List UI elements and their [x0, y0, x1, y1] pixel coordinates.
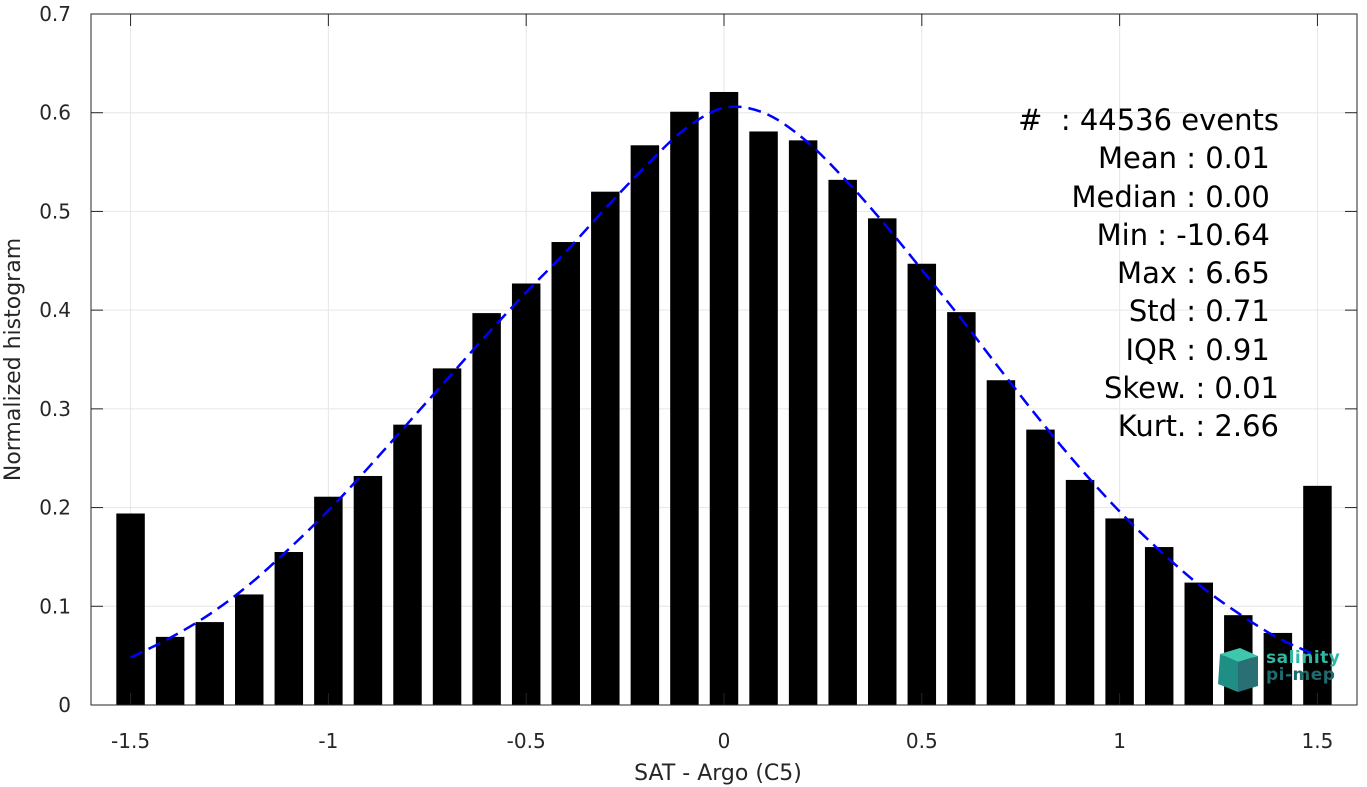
bar — [116, 513, 145, 705]
bar — [1105, 518, 1134, 705]
x-tick-labels: -1.5 -1 -0.5 0 0.5 1 1.5 — [111, 729, 1333, 753]
bar — [1144, 547, 1174, 705]
y-tick-label: 0.2 — [39, 496, 71, 520]
y-tick-labels: 0 0.1 0.2 0.3 0.4 0.5 0.6 0.7 — [39, 2, 71, 717]
bar — [868, 218, 897, 706]
logo-line2: pi-mep — [1266, 665, 1336, 685]
bar — [393, 424, 422, 705]
fit-curve — [130, 105, 1318, 659]
bar — [472, 313, 501, 705]
stats-annotation: # : 44536 events Mean : 0.01 Median : 0.… — [1018, 101, 1279, 446]
bar — [907, 263, 937, 705]
bar — [353, 475, 383, 705]
stat-skew: Skew. : 0.01 — [1103, 371, 1279, 406]
bar — [749, 131, 778, 706]
stat-min: Min : -10.64 — [1096, 217, 1279, 252]
stat-count: # : 44536 events — [1018, 103, 1279, 137]
bar — [828, 179, 857, 706]
stat-kurt: Kurt. : 2.66 — [1117, 409, 1279, 444]
y-tick-label: 0 — [58, 693, 71, 717]
stat-median: Median : 0.00 — [1071, 179, 1279, 214]
x-axis-label: SAT - Argo (C5) — [634, 761, 802, 786]
bar — [986, 380, 1016, 705]
bar — [947, 312, 976, 705]
logo-line1: salinity — [1266, 648, 1341, 668]
x-tick-label: 0 — [718, 729, 731, 753]
y-tick-label: 0.1 — [39, 594, 71, 618]
bar — [1065, 479, 1095, 705]
y-tick-label: 0.5 — [39, 199, 71, 223]
bar — [511, 283, 541, 705]
bar — [670, 111, 699, 705]
bars — [116, 91, 1332, 706]
stat-mean: Mean : 0.01 — [1097, 141, 1279, 176]
y-tick-label: 0.6 — [39, 101, 71, 125]
y-tick-label: 0.4 — [39, 298, 71, 322]
bar — [709, 91, 739, 706]
ticks — [91, 13, 1357, 706]
stat-max: Max : 6.65 — [1117, 256, 1279, 291]
bar — [195, 622, 224, 705]
bar — [630, 145, 660, 706]
y-axis-label: Normalized histogram — [1, 238, 26, 481]
bar — [1303, 485, 1332, 705]
bar — [432, 368, 462, 705]
bar — [1263, 632, 1293, 705]
stat-std: Std : 0.71 — [1128, 294, 1279, 329]
bar — [314, 496, 343, 705]
bar — [235, 594, 264, 705]
x-tick-label: -1 — [318, 729, 338, 753]
x-tick-label: 1 — [1113, 729, 1126, 753]
x-tick-label: -1.5 — [111, 729, 150, 753]
x-tick-label: 1.5 — [1302, 729, 1334, 753]
bar — [1184, 582, 1213, 705]
bar — [788, 140, 818, 706]
stat-iqr: IQR : 0.91 — [1125, 332, 1279, 367]
y-tick-label: 0.7 — [39, 2, 71, 26]
bar — [551, 242, 580, 705]
salinity-pimep-logo: salinity pi-mep — [1216, 646, 1346, 696]
logo-cube-icon — [1218, 648, 1258, 692]
x-tick-label: -0.5 — [507, 729, 546, 753]
bar — [591, 191, 620, 705]
logo-text: salinity pi-mep — [1266, 650, 1340, 684]
bar — [1026, 429, 1055, 705]
y-tick-label: 0.3 — [39, 397, 71, 421]
x-tick-label: 0.5 — [906, 729, 938, 753]
bar — [274, 551, 304, 705]
bar — [155, 636, 185, 705]
